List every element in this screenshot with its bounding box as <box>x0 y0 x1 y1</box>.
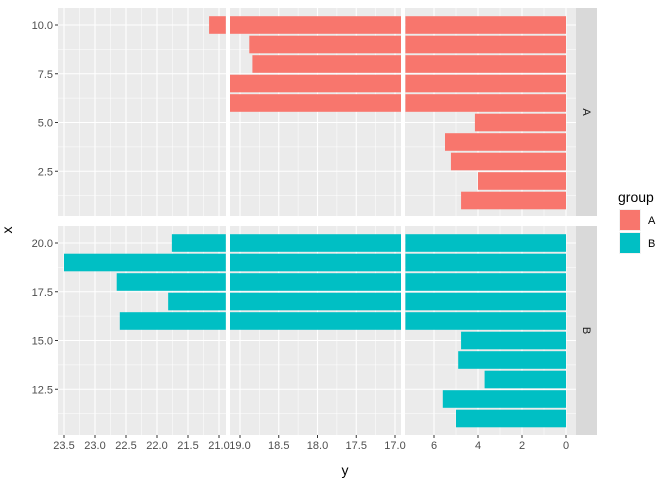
facet-strip-label: A <box>580 108 592 116</box>
axis-break <box>401 8 405 216</box>
x-tick-label: 23.5 <box>53 440 74 452</box>
bar-a-x10 <box>230 16 401 34</box>
x-tick-label: 21.0 <box>208 440 229 452</box>
bar-b-x18 <box>116 273 226 291</box>
y-tick-label: 20.0 <box>32 238 53 250</box>
facet-strip-label: B <box>580 327 592 334</box>
bar-b-x20 <box>230 234 401 252</box>
y-tick-label: 5.0 <box>38 118 53 130</box>
axis-break <box>401 226 405 435</box>
bar-a-x9 <box>249 35 401 54</box>
x-tick-label: 19.0 <box>229 440 250 452</box>
x-tick-label: 0 <box>563 440 569 452</box>
x-axis-title: y <box>342 462 349 478</box>
legend-label-b: B <box>648 238 655 250</box>
bar-b-x19 <box>230 253 401 272</box>
x-tick-label: 6 <box>431 440 437 452</box>
bar-a-x6 <box>405 94 566 112</box>
bar-b-x13 <box>484 370 566 389</box>
bar-a-x10 <box>405 16 566 34</box>
bar-a-x8 <box>252 55 401 73</box>
bar-b-x12 <box>442 390 566 408</box>
legend-label-a: A <box>648 215 656 227</box>
x-tick-label: 23.0 <box>84 440 105 452</box>
y-axis-title: x <box>0 227 15 234</box>
bar-b-x16 <box>230 312 401 330</box>
bar-a-x6 <box>230 94 401 112</box>
facet-strip <box>576 8 597 216</box>
bar-a-x4 <box>445 133 566 151</box>
y-tick-label: 15.0 <box>32 336 53 348</box>
y-tick-label: 7.5 <box>38 69 53 81</box>
x-tick-label: 17.0 <box>384 440 405 452</box>
facet-strip <box>576 226 597 435</box>
bar-b-x17 <box>405 292 566 311</box>
x-tick-label: 18.0 <box>307 440 328 452</box>
bar-b-x17 <box>168 292 226 311</box>
x-tick-label: 17.5 <box>346 440 367 452</box>
bar-b-x18 <box>230 273 401 291</box>
axis-break <box>226 226 230 435</box>
bar-a-x5 <box>474 113 566 132</box>
bar-a-x3 <box>450 152 566 171</box>
bar-b-x20 <box>405 234 566 252</box>
legend-swatch-b <box>620 233 640 253</box>
x-tick-label: 22.5 <box>115 440 136 452</box>
x-tick-label: 21.5 <box>177 440 198 452</box>
x-tick-label: 2 <box>519 440 525 452</box>
bar-b-x14 <box>458 351 566 369</box>
bar-b-x15 <box>461 331 566 350</box>
bar-a-x7 <box>405 74 566 93</box>
legend-swatch-a <box>620 210 640 230</box>
legend-title: group <box>618 189 654 205</box>
bar-b-x17 <box>230 292 401 311</box>
bar-a-x8 <box>405 55 566 73</box>
bar-b-x18 <box>405 273 566 291</box>
y-tick-label: 2.5 <box>38 166 53 178</box>
bar-b-x19 <box>405 253 566 272</box>
axis-break <box>226 8 230 216</box>
bar-b-x16 <box>119 312 226 330</box>
x-tick-label: 18.5 <box>268 440 289 452</box>
x-tick-label: 22.0 <box>146 440 167 452</box>
x-tick-label: 4 <box>475 440 481 452</box>
bar-a-x9 <box>405 35 566 54</box>
y-tick-label: 17.5 <box>32 287 53 299</box>
bar-a-x7 <box>230 74 401 93</box>
y-tick-label: 12.5 <box>32 384 53 396</box>
bar-b-x16 <box>405 312 566 330</box>
y-tick-label: 10.0 <box>32 20 53 32</box>
bar-a-x1 <box>461 191 566 210</box>
bar-a-x10 <box>209 16 226 34</box>
bar-b-x20 <box>171 234 226 252</box>
bar-b-x11 <box>456 409 566 428</box>
bar-b-x19 <box>64 253 226 272</box>
bar-a-x2 <box>478 172 566 190</box>
